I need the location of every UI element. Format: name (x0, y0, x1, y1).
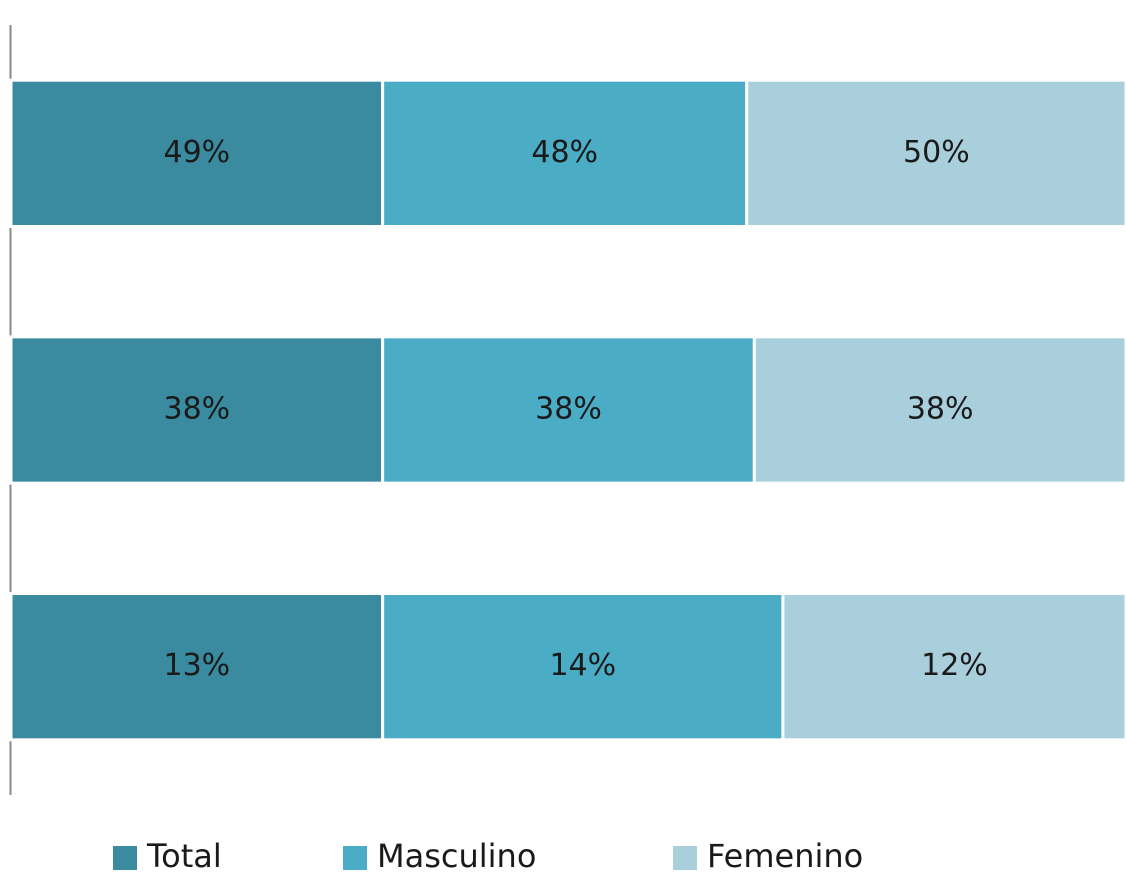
bar-segment (381, 335, 756, 485)
data-label: 50% (903, 135, 970, 170)
bar-segment (381, 592, 785, 742)
legend-swatch (113, 846, 137, 870)
legend-swatch (673, 846, 697, 870)
legend-label: Masculino (377, 837, 536, 875)
bar-segment (781, 592, 1126, 742)
data-label: 14% (549, 648, 616, 683)
data-label: 38% (535, 392, 602, 427)
data-label: 13% (163, 648, 230, 683)
data-label: 48% (531, 135, 598, 170)
bar-segment (9, 335, 385, 485)
legend-label: Femenino (707, 837, 863, 875)
bar-segment (752, 335, 1126, 485)
data-label: 38% (907, 392, 974, 427)
data-label: 49% (163, 135, 230, 170)
bar-segment (9, 592, 385, 742)
bar-segment (745, 78, 1126, 228)
data-label: 38% (163, 392, 230, 427)
legend-swatch (343, 846, 367, 870)
bar-segment (381, 78, 749, 228)
legend-label: Total (146, 837, 222, 875)
data-label: 12% (921, 648, 988, 683)
